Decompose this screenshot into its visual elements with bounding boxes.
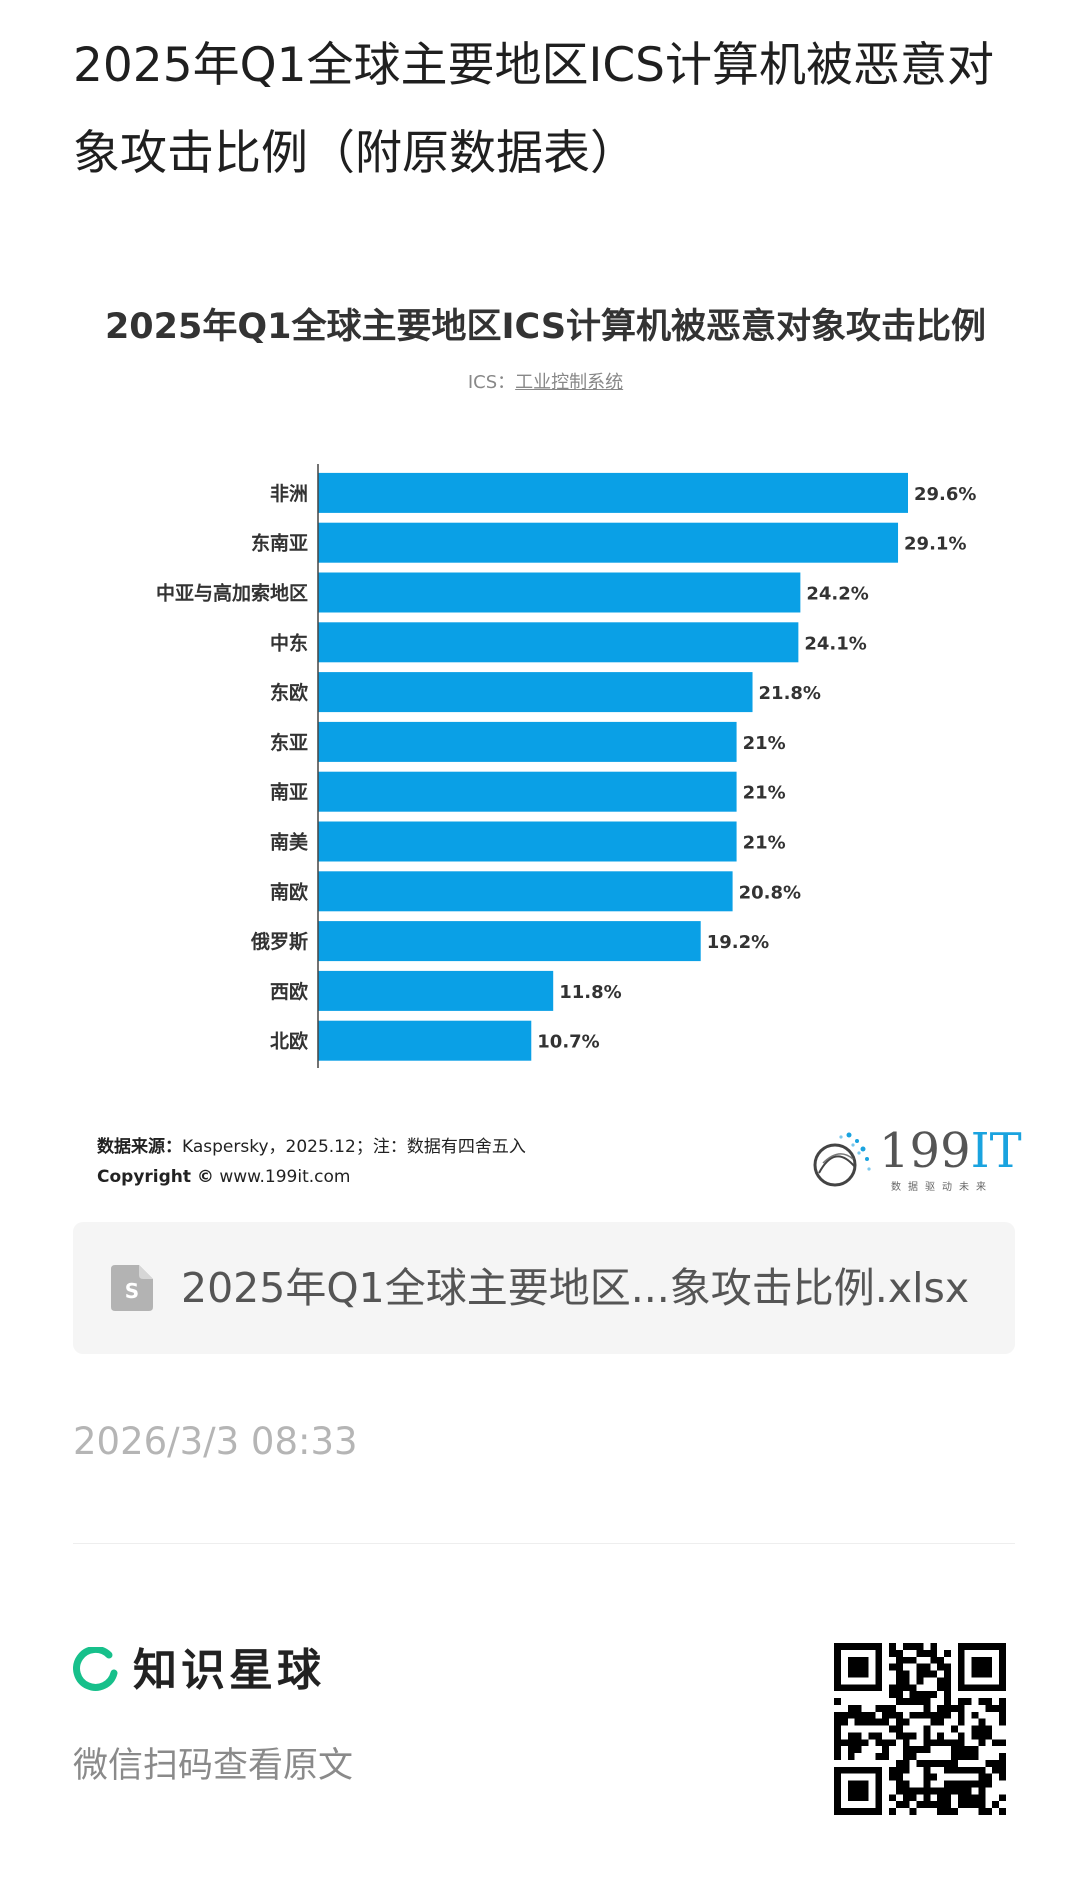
bar (318, 970, 554, 1011)
category-label: 西欧 (270, 980, 308, 1003)
category-label: 非洲 (270, 483, 308, 505)
chart-image: 2025年Q1全球主要地区ICS计算机被恶意对象攻击比例 ICS：工业控制系统 … (73, 278, 1022, 1193)
copyright-text: www.199it.com (219, 1167, 351, 1187)
category-label: 南欧 (270, 880, 308, 903)
spreadsheet-file-icon: S (111, 1265, 153, 1311)
svg-text:S: S (125, 1279, 139, 1303)
data-label: 19.2% (707, 932, 769, 953)
bar (318, 771, 737, 812)
bar (318, 921, 701, 962)
bar (318, 572, 801, 613)
bar-chart: 非洲 29.6% 东南亚 29.1% 中亚与高加索地区 24.2% 中东 24.1% 东欧 21.… (156, 464, 976, 1068)
source-label: 数据来源： (97, 1137, 182, 1157)
bar (318, 821, 737, 862)
data-label: 21% (743, 733, 786, 754)
chart-subtitle-prefix: ICS： (467, 372, 516, 393)
category-label: 南亚 (270, 782, 308, 804)
brand-name: 知识星球 (133, 1645, 325, 1696)
data-label: 21.8% (759, 683, 821, 704)
attachment-card[interactable]: S 2025年Q1全球主要地区...象攻击比例.xlsx (73, 1222, 1015, 1354)
category-label: 北欧 (270, 1030, 308, 1053)
data-label: 10.7% (537, 1032, 599, 1053)
bar (318, 721, 737, 762)
logo-wordmark: 199IT (879, 1123, 1022, 1179)
category-label: 东南亚 (251, 532, 308, 555)
data-label: 21% (743, 783, 786, 804)
data-label: 20.8% (739, 882, 801, 903)
data-label: 29.1% (904, 534, 966, 555)
divider (73, 1543, 1015, 1544)
data-label: 24.1% (804, 633, 866, 654)
dandelion-logo-icon (813, 1132, 871, 1187)
logo-slogan: 数据驱动未来 (891, 1182, 993, 1193)
data-label: 21% (743, 833, 786, 854)
data-label: 11.8% (559, 982, 621, 1003)
bar (318, 871, 733, 912)
category-label: 东亚 (270, 731, 308, 754)
bar (318, 1020, 532, 1061)
category-label: 东欧 (270, 681, 308, 704)
chart-subtitle-term: 工业控制系统 (515, 372, 624, 393)
source-text: Kaspersky，2025.12；注：数据有四舍五入 (182, 1137, 526, 1157)
data-label: 29.6% (914, 484, 976, 505)
category-label: 俄罗斯 (250, 930, 308, 953)
bar (318, 672, 753, 713)
post-timestamp: 2026/3/3 08:33 (73, 1420, 358, 1463)
bar (318, 522, 899, 563)
bar (318, 622, 799, 663)
scan-caption: 微信扫码查看原文 (73, 1746, 354, 1786)
category-label: 中东 (270, 631, 308, 654)
199it-logo: 199IT 数据驱动未来 (809, 1123, 1022, 1193)
attachment-file-name[interactable]: 2025年Q1全球主要地区...象攻击比例.xlsx (181, 1264, 970, 1312)
post-title: 2025年Q1全球主要地区ICS计算机被恶意对象攻击比例（附原数据表） (73, 38, 995, 181)
zsxq-logo-icon (73, 1647, 118, 1691)
category-label: 南美 (270, 831, 309, 854)
copyright-label: Copyright © (97, 1167, 214, 1187)
chart-subtitle: ICS：工业控制系统 (73, 368, 1018, 394)
bar (318, 472, 908, 513)
category-label: 中亚与高加索地区 (156, 582, 308, 605)
chart-title: 2025年Q1全球主要地区ICS计算机被恶意对象攻击比例 (104, 307, 987, 347)
qr-code-icon[interactable] (834, 1643, 1006, 1815)
chart-source: 数据来源：Kaspersky，2025.12；注：数据有四舍五入 Copyrig… (97, 1132, 526, 1192)
data-label: 24.2% (806, 584, 868, 605)
